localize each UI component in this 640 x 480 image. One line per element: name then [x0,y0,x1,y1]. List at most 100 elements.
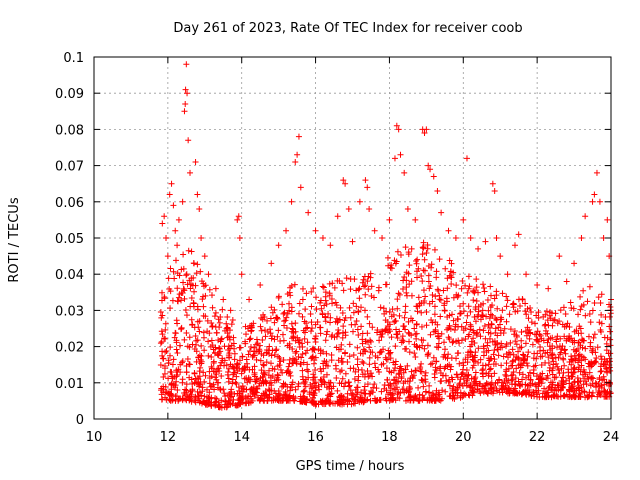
data-point [487,365,494,372]
data-point [405,329,412,336]
data-point [172,227,179,234]
data-point [360,276,367,283]
data-point [268,260,275,267]
data-point [519,376,526,383]
data-point [188,248,195,255]
data-point [178,266,185,273]
data-point [392,397,399,404]
axis-ticks [93,56,612,420]
data-point [269,309,276,316]
data-point [607,328,614,335]
data-point [274,363,281,370]
data-point [249,353,256,360]
data-point [191,346,198,353]
data-point [161,365,168,372]
data-point [406,330,413,337]
data-point [490,351,497,358]
data-point [440,287,447,294]
data-point [162,349,169,355]
data-point [257,375,264,382]
data-point [232,379,239,386]
data-point [169,297,176,304]
data-point [422,369,429,376]
data-point [269,365,276,372]
data-point [310,399,317,406]
data-point [596,391,603,398]
data-point [191,397,198,404]
data-point [598,320,605,327]
data-point [298,354,305,361]
data-point [181,108,188,115]
data-point [339,375,346,382]
data-point [221,362,228,369]
data-point [429,360,436,367]
data-point [355,366,362,373]
data-point [162,320,169,327]
data-point [546,367,553,374]
data-point [448,374,455,381]
data-point [540,313,547,320]
data-point [170,356,177,363]
data-point [565,372,572,379]
data-point [274,371,281,378]
data-point [192,158,199,165]
data-point [250,387,257,394]
data-point [199,384,206,391]
data-point [328,333,335,340]
data-point [287,369,294,376]
data-point [571,387,578,394]
data-point [323,371,330,378]
data-point [360,360,367,367]
data-point [196,383,203,390]
data-point [264,328,271,335]
data-point [304,339,311,346]
data-point [322,337,329,344]
data-point [167,265,174,272]
data-point [303,290,310,297]
data-point [364,313,371,320]
data-point [392,385,399,392]
data-point [593,354,600,361]
data-point [448,363,455,370]
data-point [543,308,550,315]
data-point [355,286,362,293]
data-point [284,290,291,297]
data-point [163,235,170,241]
data-point [487,283,494,290]
data-point [445,227,452,234]
data-point [211,386,218,393]
data-point [364,330,371,337]
data-point [411,325,418,332]
data-point [173,346,180,353]
data-point [480,389,487,396]
data-point [545,359,552,366]
data-point [299,285,306,292]
data-point [452,323,459,330]
data-point [528,319,535,326]
data-point [271,351,278,358]
data-point [186,277,193,284]
data-point [396,291,403,298]
data-point [553,360,560,367]
data-point [227,400,234,407]
data-point [426,382,433,389]
data-point [591,191,598,198]
data-point [442,388,449,395]
data-point [383,281,390,288]
data-point [527,376,534,383]
data-point [347,286,354,293]
data-point [328,351,335,358]
data-point [523,311,530,318]
data-point [218,372,225,379]
data-point [252,373,259,380]
data-point [183,369,190,376]
data-point [580,337,587,344]
data-point [216,345,223,352]
data-point [326,401,333,408]
data-point [485,307,492,314]
data-point [320,373,327,380]
data-point [597,300,604,307]
data-point [217,404,224,411]
data-point [279,331,286,338]
data-point [537,371,544,378]
